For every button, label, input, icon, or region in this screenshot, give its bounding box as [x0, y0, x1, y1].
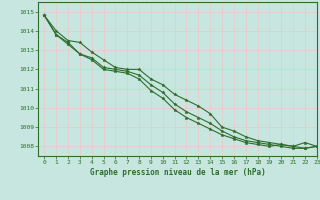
X-axis label: Graphe pression niveau de la mer (hPa): Graphe pression niveau de la mer (hPa): [90, 168, 266, 177]
